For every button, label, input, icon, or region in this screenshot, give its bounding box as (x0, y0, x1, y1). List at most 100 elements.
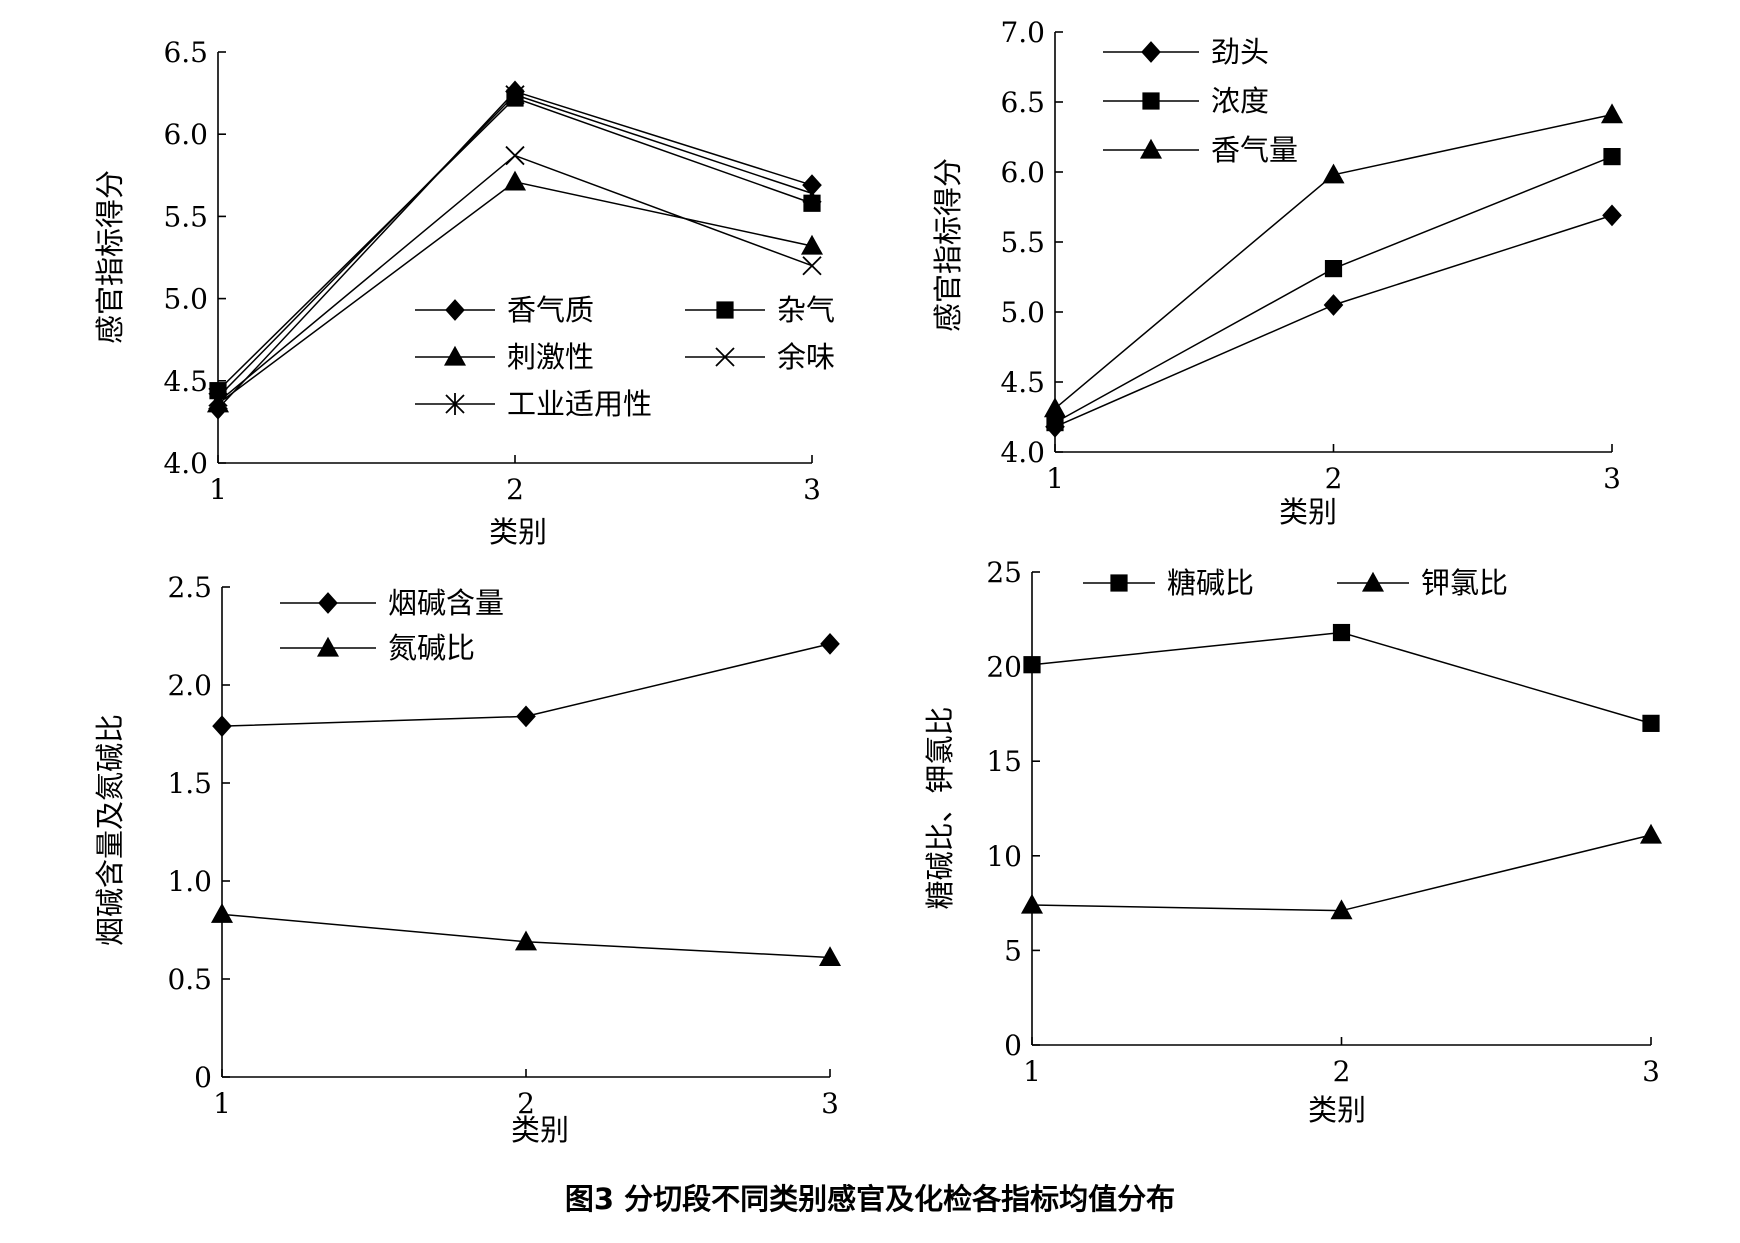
series-2-line (1031, 834, 1652, 912)
y-tick-label: 10 (986, 840, 1022, 873)
y-tick-label: 6.0 (1000, 156, 1045, 189)
y-tick-label: 0 (194, 1061, 212, 1094)
series-1-point (1323, 294, 1344, 316)
legend-marker (443, 345, 467, 366)
series-5-point (802, 182, 822, 205)
series-2-point (1603, 148, 1621, 166)
series-3-point (1043, 397, 1067, 418)
x-axis-title: 类别 (489, 515, 547, 549)
y-tick-label: 4.5 (163, 365, 208, 398)
x-axis-title: 类别 (511, 1113, 569, 1147)
legend-label: 余味 (777, 340, 835, 374)
y-tick-label: 25 (986, 556, 1022, 589)
series-1-point (1602, 204, 1622, 227)
legend-marker (318, 592, 338, 614)
x-tick-label: 3 (821, 1087, 839, 1120)
y-tick-label: 5.5 (1000, 226, 1045, 259)
legend-label: 工业适用性 (507, 387, 652, 421)
legend-label: 氮碱比 (388, 631, 475, 665)
x-axis-title: 类别 (1279, 495, 1337, 529)
legend-label: 烟碱含量 (388, 586, 504, 620)
series-3-point (503, 170, 527, 191)
y-tick-label: 6.0 (163, 118, 208, 151)
x-tick-label: 2 (506, 473, 524, 506)
series-1-line (1054, 214, 1613, 428)
series-5-point (505, 83, 525, 106)
series-3-point (1600, 103, 1624, 124)
y-tick-label: 6.5 (1000, 86, 1045, 119)
x-tick-label: 1 (1046, 462, 1064, 495)
series-2-point (1324, 260, 1343, 278)
y-tick-label: 4.0 (163, 447, 208, 480)
chart-panel-ratios: 0 5 10 15 20 25 1 2 3 类别 糖碱比、钾氯比 糖碱比 钾氯比 (923, 556, 1663, 1127)
y-tick-label: 5.0 (1000, 296, 1045, 329)
x-tick-label: 1 (213, 1087, 231, 1120)
legend-marker (1142, 92, 1160, 110)
y-tick-label: 2.5 (167, 571, 212, 604)
series-3-group (1043, 103, 1624, 418)
x-tick-label: 2 (1333, 1055, 1351, 1088)
x-tick-label: 3 (1642, 1055, 1660, 1088)
x-tick-label: 2 (517, 1087, 535, 1120)
series-3-group (206, 170, 824, 413)
y-tick-label: 1.0 (167, 865, 212, 898)
legend-marker (715, 347, 735, 367)
legend-label: 劲头 (1211, 35, 1269, 69)
legend: 糖碱比 钾氯比 (1083, 566, 1508, 600)
series-2-point (1639, 823, 1663, 844)
x-axis-title: 类别 (1308, 1093, 1366, 1127)
series-4-point (802, 256, 822, 276)
legend-label: 钾氯比 (1421, 566, 1508, 600)
series-2-group (1046, 148, 1621, 432)
legend-marker (1361, 571, 1385, 592)
series-1-point (1642, 714, 1660, 732)
series-1-line (1031, 631, 1652, 725)
legend-marker (716, 301, 734, 319)
series-1-group (1023, 623, 1660, 732)
series-1-point (1332, 623, 1351, 642)
y-tick-label: 1.5 (167, 767, 212, 800)
figure-caption: 图3 分切段不同类别感官及化检各指标均值分布 (565, 1182, 1175, 1216)
legend-label: 刺激性 (507, 340, 594, 374)
series-1-point (516, 705, 536, 728)
legend-marker (1110, 574, 1128, 592)
series-3-point (800, 234, 824, 255)
y-tick-label: 5.0 (163, 283, 208, 316)
y-tick-label: 7.0 (1000, 16, 1045, 49)
y-tick-label: 0.5 (167, 963, 212, 996)
series-2-point (1020, 893, 1044, 914)
legend-marker (1139, 138, 1163, 159)
y-tick-label: 0 (1004, 1029, 1022, 1062)
series-1-group (212, 632, 840, 738)
series-2-point (210, 903, 234, 923)
y-tick-label: 2.0 (167, 669, 212, 702)
series-2-point (818, 946, 842, 967)
y-axis-title: 感官指标得分 (931, 158, 965, 332)
series-2-point (514, 930, 538, 951)
y-tick-label: 5.5 (163, 200, 208, 233)
series-1-point (212, 715, 232, 738)
legend-marker (445, 393, 465, 415)
y-tick-label: 15 (986, 745, 1022, 778)
x-tick-label: 3 (1603, 462, 1621, 495)
legend-marker (1141, 41, 1161, 63)
x-tick-label: 3 (803, 473, 821, 506)
y-axis-title: 烟碱含量及氮碱比 (93, 714, 127, 946)
legend-label: 香气量 (1211, 133, 1298, 167)
series-2-point (1330, 899, 1353, 920)
series-5-group (208, 83, 822, 409)
x-tick-label: 2 (1325, 462, 1343, 495)
x-tick-label: 1 (209, 473, 227, 506)
series-1-point (1023, 656, 1041, 674)
y-axis-title: 感官指标得分 (93, 170, 127, 344)
series-5-point (208, 386, 228, 409)
series-1-point (820, 632, 840, 655)
series-2-group (1020, 823, 1663, 920)
legend-label: 香气质 (507, 293, 594, 327)
